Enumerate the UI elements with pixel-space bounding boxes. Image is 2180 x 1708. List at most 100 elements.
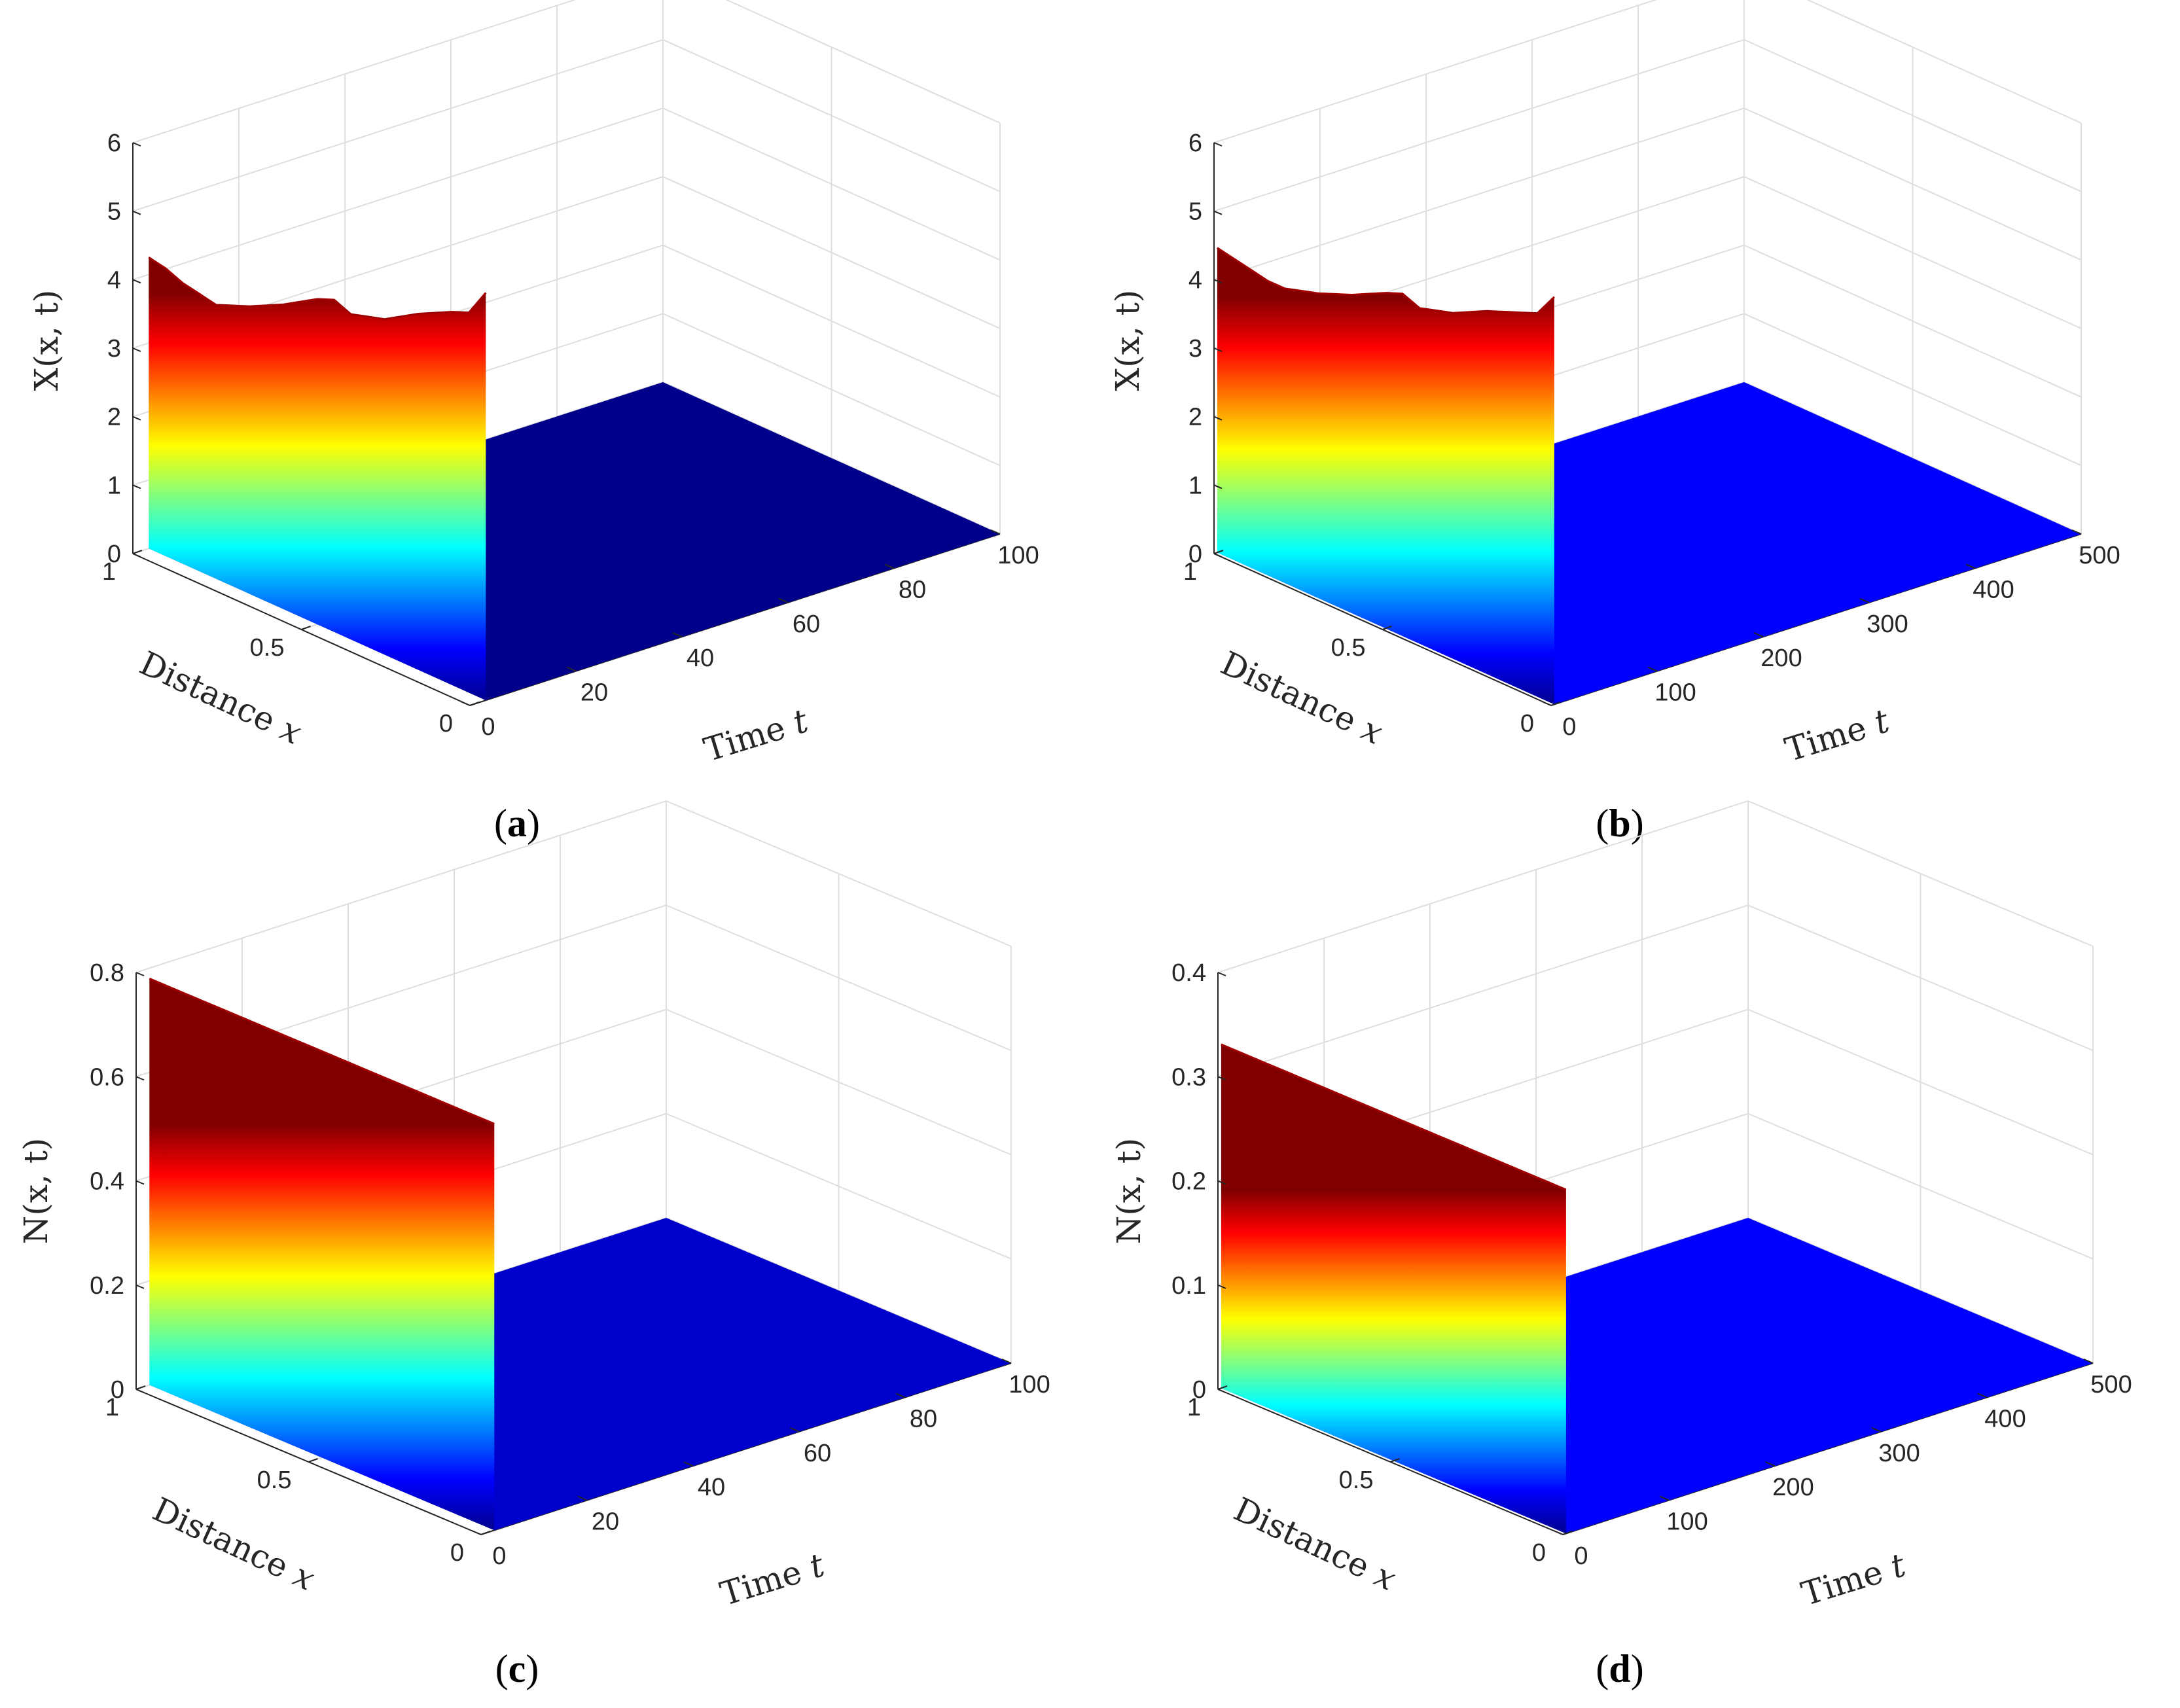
grid-line-b (1213, 39, 1745, 212)
distance-tick-a (469, 702, 480, 706)
time-tick-b (1859, 597, 1870, 603)
time-tick-label-c: 0 (492, 1542, 506, 1570)
z-tick-d (1217, 1284, 1226, 1289)
distance-tick-label-b: 1 (1183, 558, 1197, 586)
time-tick-label-d: 300 (1878, 1440, 1920, 1467)
time-tick-d (1871, 1427, 1882, 1432)
z-tick-label-c: 0.4 (90, 1168, 124, 1196)
z-tick-b (1213, 484, 1223, 489)
z-tick-c (135, 972, 145, 976)
distance-tick-label-a: 0 (439, 710, 453, 738)
grid-line-b (1213, 107, 1745, 281)
time-tick-label-a: 40 (687, 645, 714, 672)
distance-tick-label-d: 0 (1532, 1539, 1546, 1567)
distance-tick-label-c: 1 (105, 1394, 119, 1421)
distance-tick-label-c: 0 (450, 1539, 464, 1567)
z-tick-label-b: 2 (1188, 404, 1202, 431)
z-tick-b (1213, 279, 1223, 284)
wall-surface-d (1221, 1044, 1566, 1534)
time-axis-c (480, 1362, 1012, 1535)
z-tick-label-a: 2 (107, 404, 121, 431)
z-tick-a (132, 553, 141, 558)
time-tick-b (1965, 563, 1976, 569)
z-axis-label-b: X(x, t) (1109, 290, 1147, 391)
time-tick-label-d: 500 (2090, 1371, 2132, 1398)
z-tick-a (132, 142, 141, 147)
z-tick-a (132, 484, 141, 489)
ridge-line-c (149, 978, 495, 1125)
z-tick-label-a: 1 (107, 472, 121, 499)
time-tick-label-b: 100 (1654, 679, 1696, 707)
distance-tick-d (1390, 1458, 1400, 1463)
z-tick-label-c: 0.2 (90, 1272, 124, 1300)
distance-tick-label-a: 1 (102, 558, 116, 586)
ridge-line-d (1221, 1043, 1567, 1191)
z-tick-c (135, 1076, 145, 1081)
time-tick-c (471, 1530, 482, 1535)
z-tick-c (135, 1389, 145, 1393)
time-tick-a (566, 666, 577, 672)
distance-tick-b (1213, 550, 1224, 554)
z-tick-a (132, 416, 141, 421)
z-tick-label-c: 0.8 (90, 959, 124, 987)
grid-line-c (135, 800, 667, 973)
y-axis-label-d: Time t (1797, 1546, 1910, 1613)
distance-tick-label-c: 0.5 (257, 1467, 292, 1494)
z-tick-label-a: 3 (107, 335, 121, 363)
z-tick-label-d: 0.3 (1171, 1063, 1206, 1091)
distance-tick-c (308, 1458, 318, 1463)
time-tick-d (1553, 1530, 1564, 1535)
caption-c: (c) (495, 1647, 539, 1690)
time-tick-b (1647, 666, 1658, 672)
z-tick-b (1213, 210, 1223, 215)
distance-tick-d (1217, 1385, 1228, 1390)
distance-tick-b (1382, 626, 1392, 630)
time-axis-b (1550, 533, 2082, 706)
time-tick-c (683, 1461, 694, 1467)
wall-surface-a (149, 257, 486, 701)
time-tick-label-a: 20 (581, 679, 608, 707)
time-tick-c (895, 1393, 906, 1398)
z-tick-a (132, 279, 141, 284)
z-axis-label-d: N(x, t) (1110, 1138, 1148, 1245)
ridge-line-a (148, 257, 487, 321)
z-tick-d (1217, 972, 1226, 976)
time-tick-label-d: 100 (1666, 1508, 1707, 1536)
caption-d: (d) (1596, 1647, 1643, 1690)
time-tick-a (990, 529, 1001, 535)
z-tick-a (132, 347, 141, 352)
distance-tick-label-a: 0.5 (250, 634, 285, 662)
z-tick-b (1213, 416, 1223, 421)
time-tick-label-c: 20 (592, 1508, 619, 1536)
time-tick-label-c: 40 (698, 1474, 725, 1501)
time-tick-label-c: 80 (910, 1405, 937, 1432)
grid-line-b (1213, 0, 1658, 143)
z-tick-label-d: 0 (1192, 1376, 1206, 1404)
time-tick-label-b: 300 (1867, 611, 1908, 638)
time-tick-label-b: 400 (1973, 576, 2014, 603)
time-tick-label-a: 100 (997, 542, 1039, 569)
z-axis-label-a: X(x, t) (27, 290, 65, 391)
z-axis-label-c: N(x, t) (17, 1138, 55, 1245)
distance-tick-b (1550, 702, 1561, 706)
time-tick-label-d: 400 (1984, 1405, 2026, 1432)
grid-line-a (132, 107, 664, 281)
time-tick-b (1541, 701, 1552, 706)
time-tick-a (460, 701, 471, 706)
z-tick-d (1217, 1076, 1226, 1081)
distance-tick-c (135, 1385, 146, 1390)
distance-tick-label-b: 0.5 (1331, 634, 1366, 662)
z-tick-label-d: 0.2 (1171, 1168, 1206, 1196)
time-tick-c (1001, 1359, 1012, 1364)
time-tick-label-d: 200 (1772, 1474, 1814, 1501)
time-tick-label-d: 0 (1574, 1542, 1588, 1570)
time-tick-label-a: 80 (899, 576, 926, 603)
z-tick-a (132, 210, 141, 215)
z-tick-label-a: 6 (107, 130, 121, 157)
z-tick-label-b: 6 (1188, 130, 1202, 157)
wall-surface-b (1217, 247, 1554, 705)
